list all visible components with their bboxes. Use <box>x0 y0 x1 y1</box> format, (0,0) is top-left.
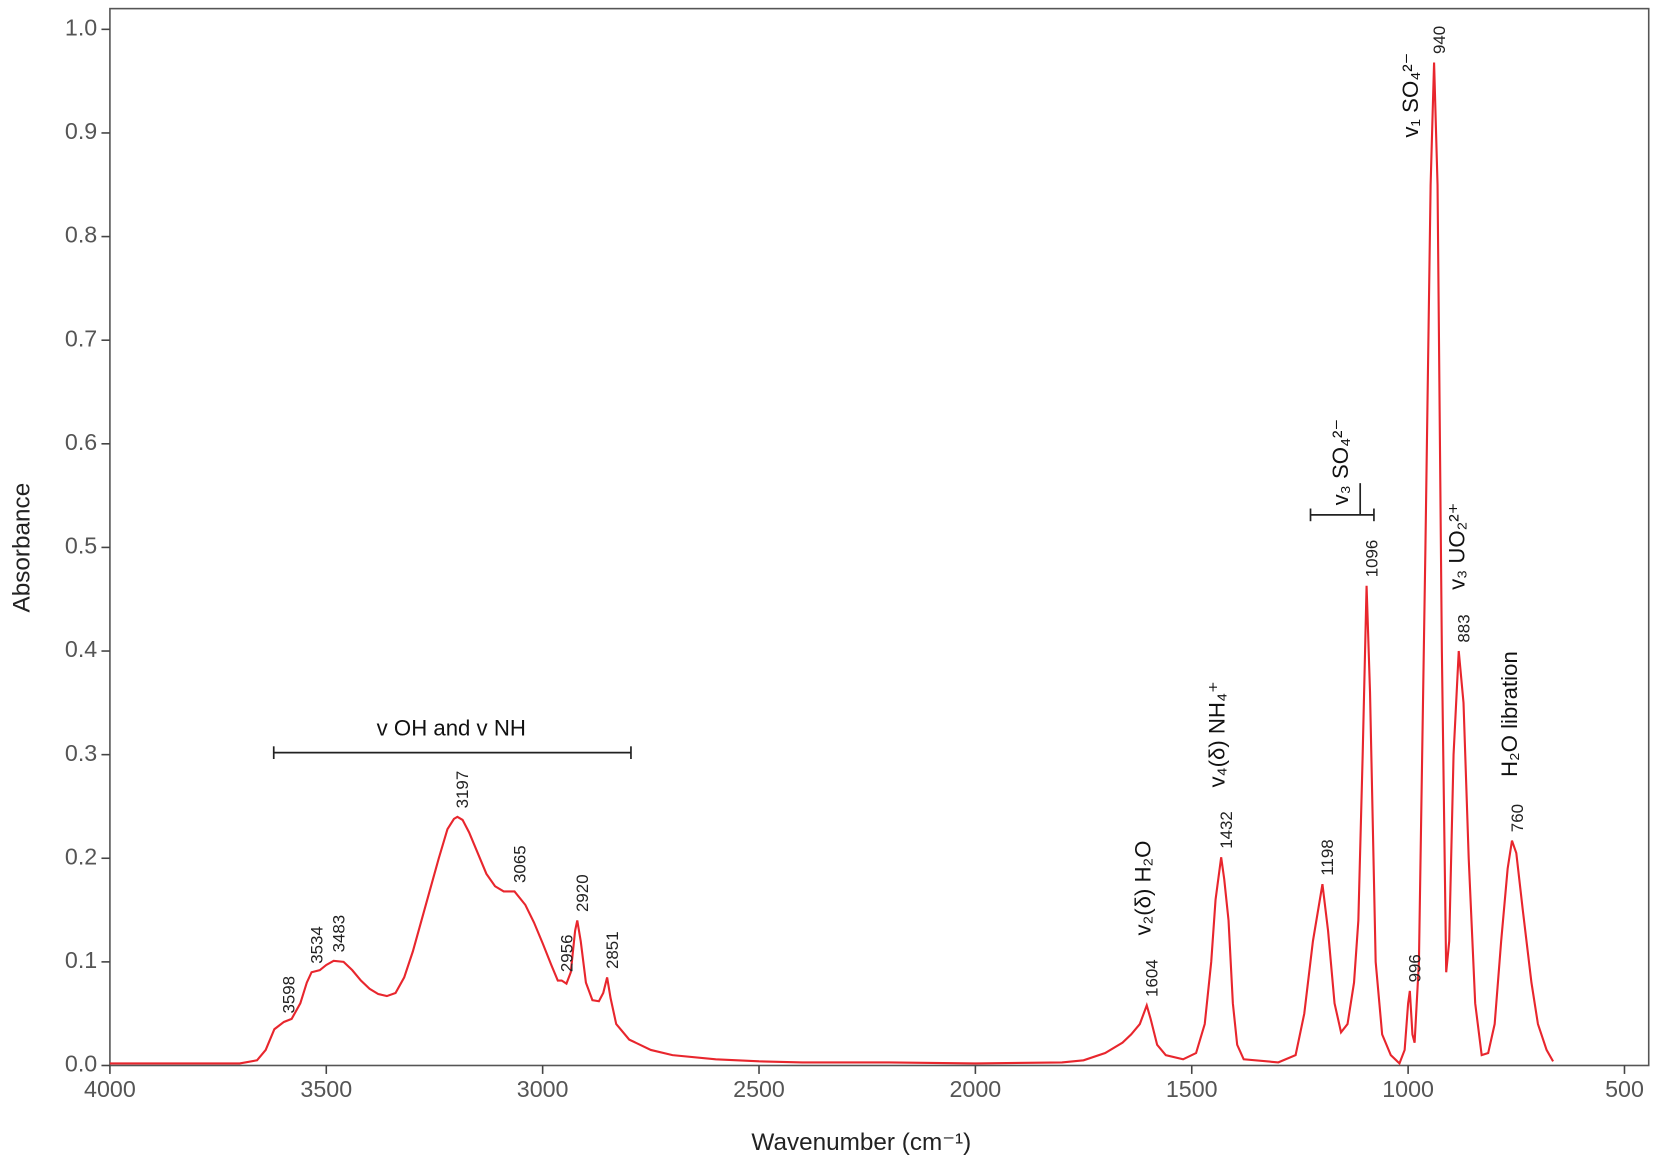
y-tick-label: 1.0 <box>65 14 97 40</box>
y-tick-label: 0.6 <box>65 429 97 455</box>
peak-label: 3598 <box>280 976 299 1014</box>
peak-label: 1432 <box>1217 811 1236 849</box>
x-tick-label: 4000 <box>84 1076 136 1102</box>
peak-label: 1096 <box>1362 540 1381 578</box>
x-tick-label: 2500 <box>733 1076 785 1102</box>
annotation: v₁ SO₄²⁻ <box>1398 53 1423 138</box>
peak-label: 883 <box>1455 614 1474 642</box>
peak-label: 2851 <box>603 931 622 969</box>
x-tick-label: 1000 <box>1382 1076 1434 1102</box>
annotation: v₃ SO₄²⁻ <box>1328 419 1353 506</box>
y-tick-label: 0.4 <box>65 636 97 662</box>
x-axis-label: Wavenumber (cm⁻¹) <box>751 1129 971 1156</box>
annotation: v OH and v NH <box>377 715 526 740</box>
peak-label: 3534 <box>307 926 326 964</box>
annotation: v₂(δ) H₂O <box>1130 841 1155 936</box>
x-tick-label: 3000 <box>517 1076 569 1102</box>
bracket-so4 <box>1309 483 1375 522</box>
y-tick-label: 0.5 <box>65 533 97 559</box>
peak-label: 3483 <box>329 915 348 953</box>
y-tick-label: 0.3 <box>65 740 97 766</box>
x-tick-label: 1500 <box>1166 1076 1218 1102</box>
peak-label: 760 <box>1508 804 1527 832</box>
x-tick-label: 2000 <box>950 1076 1002 1102</box>
peak-label: 2956 <box>557 934 576 972</box>
y-tick-label: 0.8 <box>65 222 97 248</box>
spectrum-line <box>109 62 1554 1066</box>
y-tick-label: 0.7 <box>65 325 97 351</box>
y-tick-label: 0.2 <box>65 843 97 869</box>
y-tick-label: 0.9 <box>65 118 97 144</box>
peak-label: 3065 <box>510 845 529 883</box>
annotation: v₃ UO₂²⁺ <box>1444 503 1469 590</box>
annotation: v₄(δ) NH₄⁺ <box>1204 681 1229 787</box>
plot-frame <box>109 7 1650 1067</box>
bracket-oh-nh <box>272 746 632 759</box>
peak-label: 2920 <box>573 874 592 912</box>
peak-label: 996 <box>1406 954 1425 982</box>
peak-label: 1198 <box>1318 839 1337 875</box>
y-axis-label: Absorbance <box>9 483 36 613</box>
peak-label: 3197 <box>453 771 472 809</box>
y-tick-label: 0.0 <box>65 1051 97 1077</box>
x-tick-label: 3500 <box>300 1076 352 1102</box>
x-tick-label: 500 <box>1605 1076 1644 1102</box>
annotation: H₂O libration <box>1497 651 1522 777</box>
y-tick-label: 0.1 <box>65 947 97 973</box>
peak-label: 1604 <box>1143 959 1162 997</box>
peak-label: 940 <box>1430 26 1449 54</box>
